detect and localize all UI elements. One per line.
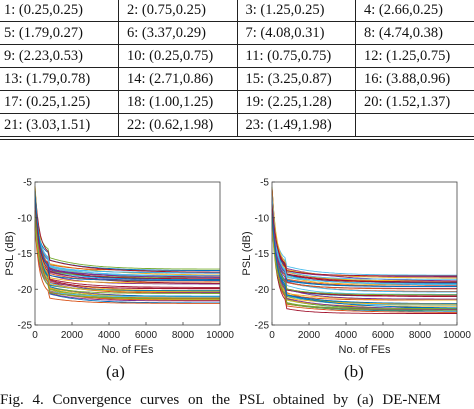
table-bottom-rule bbox=[0, 139, 474, 140]
convergence-plot-b: -5 -10 -15 -20 -250 2000 4000 6000 8000 10000 No. … bbox=[237, 175, 474, 360]
x-tick-label: 2000 bbox=[298, 330, 321, 341]
subfigure-label-a: (a) bbox=[106, 362, 125, 382]
table-row: 17: (0.25,1.25)18: (1.00,1.25)19: (2.25,… bbox=[0, 91, 474, 114]
table-cell: 14: (2.71,0.86) bbox=[119, 68, 238, 91]
table-cell: 3: (1.25,0.25) bbox=[237, 0, 356, 22]
table-cell: 21: (3.03,1.51) bbox=[0, 114, 119, 137]
coordinates-table: 1: (0.25,0.25)2: (0.75,0.25)3: (1.25,0.2… bbox=[0, 0, 474, 137]
table-cell: 5: (1.79,0.27) bbox=[0, 22, 119, 45]
y-tick-label: -10 bbox=[18, 213, 33, 224]
table-cell: 20: (1.52,1.37) bbox=[356, 91, 474, 114]
table-cell: 22: (0.62,1.98) bbox=[119, 114, 238, 137]
x-tick-label: 8000 bbox=[172, 330, 195, 341]
y-tick-label: -20 bbox=[18, 285, 33, 296]
figure-caption: Fig. 4. Convergence curves on the PSL ob… bbox=[0, 392, 474, 409]
y-tick-label: -25 bbox=[255, 321, 270, 332]
table-cell: 11: (0.75,0.75) bbox=[237, 45, 356, 68]
y-tick-label: -10 bbox=[255, 213, 270, 224]
table-cell: 1: (0.25,0.25) bbox=[0, 0, 119, 22]
x-tick-label: 8000 bbox=[409, 330, 432, 341]
x-tick-label: 0 bbox=[32, 330, 38, 341]
y-tick-label: -5 bbox=[260, 178, 269, 189]
table-cell: 9: (2.23,0.53) bbox=[0, 45, 119, 68]
table-cell: 12: (1.25,0.75) bbox=[356, 45, 474, 68]
y-tick-label: -5 bbox=[23, 178, 32, 189]
table-cell: 19: (2.25,1.28) bbox=[237, 91, 356, 114]
table-row: 9: (2.23,0.53)10: (0.25,0.75)11: (0.75,0… bbox=[0, 45, 474, 68]
table-cell: 16: (3.88,0.96) bbox=[356, 68, 474, 91]
x-tick-label: 10000 bbox=[206, 330, 234, 341]
table-cell: 18: (1.00,1.25) bbox=[119, 91, 238, 114]
table-cell: 4: (2.66,0.25) bbox=[356, 0, 474, 22]
y-tick-label: -25 bbox=[18, 321, 33, 332]
y-tick-label: -15 bbox=[255, 249, 270, 260]
table-row: 5: (1.79,0.27)6: (3.37,0.29)7: (4.08,0.3… bbox=[0, 22, 474, 45]
x-axis-label: No. of FEs bbox=[339, 344, 391, 356]
x-tick-label: 6000 bbox=[135, 330, 158, 341]
table-cell: 6: (3.37,0.29) bbox=[119, 22, 238, 45]
table-cell: 17: (0.25,1.25) bbox=[0, 91, 119, 114]
table-cell: 8: (4.74,0.38) bbox=[356, 22, 474, 45]
y-tick-label: -20 bbox=[255, 285, 270, 296]
table-row: 13: (1.79,0.78)14: (2.71,0.86)15: (3.25,… bbox=[0, 68, 474, 91]
convergence-plot-a: -5 -10 -15 -20 -250 2000 4000 6000 8000 10000 No. … bbox=[0, 175, 237, 360]
table-cell bbox=[356, 114, 474, 137]
y-axis-label: PSL (dB) bbox=[4, 231, 16, 275]
x-tick-label: 2000 bbox=[61, 330, 84, 341]
table-cell: 13: (1.79,0.78) bbox=[0, 68, 119, 91]
y-axis-label: PSL (dB) bbox=[241, 231, 253, 275]
table-cell: 2: (0.75,0.25) bbox=[119, 0, 238, 22]
subfigure-label-b: (b) bbox=[344, 362, 364, 382]
x-tick-label: 4000 bbox=[98, 330, 121, 341]
table-row: 1: (0.25,0.25)2: (0.75,0.25)3: (1.25,0.2… bbox=[0, 0, 474, 22]
table-cell: 15: (3.25,0.87) bbox=[237, 68, 356, 91]
table-row: 21: (3.03,1.51)22: (0.62,1.98)23: (1.49,… bbox=[0, 114, 474, 137]
table-cell: 7: (4.08,0.31) bbox=[237, 22, 356, 45]
x-tick-label: 4000 bbox=[335, 330, 358, 341]
table-cell: 23: (1.49,1.98) bbox=[237, 114, 356, 137]
x-tick-label: 10000 bbox=[443, 330, 471, 341]
x-axis-label: No. of FEs bbox=[102, 344, 154, 356]
x-tick-label: 6000 bbox=[372, 330, 395, 341]
x-tick-label: 0 bbox=[269, 330, 275, 341]
y-tick-label: -15 bbox=[18, 249, 33, 260]
table-cell: 10: (0.25,0.75) bbox=[119, 45, 238, 68]
